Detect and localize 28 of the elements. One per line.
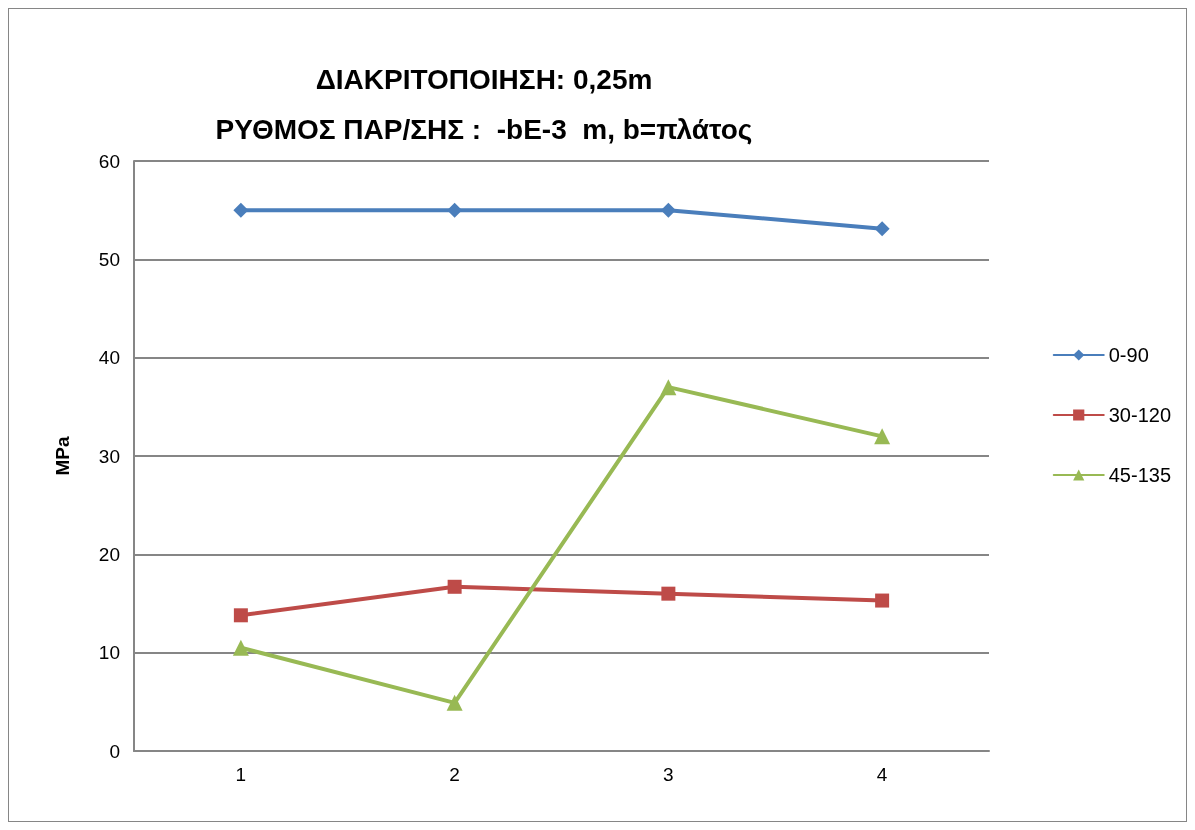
point (660, 379, 677, 396)
y-tick-label: 60 (98, 150, 120, 172)
x-tick-label: 4 (876, 764, 888, 785)
y-tick-label: 40 (98, 347, 120, 369)
legend-label: 0-90 (1108, 344, 1149, 366)
point (874, 221, 890, 237)
point (233, 608, 248, 623)
point (874, 428, 891, 445)
point (447, 202, 463, 218)
point (233, 202, 249, 218)
y-axis-title: MPa (52, 436, 73, 476)
y-tick-label: 30 (98, 445, 120, 467)
x-tick-label: 2 (449, 764, 460, 785)
point (446, 694, 463, 711)
point (875, 593, 890, 608)
chart-title: ΔΙΑΚΡΙΤΟΠΟΙΗΣΗ: 0,25m ΡΥΘΜΟΣ ΠΑΡ/ΣΗΣ : -bE-3 m, b=πλάτος (215, 63, 753, 145)
y-tick-label: 20 (98, 543, 120, 565)
y-tick-label: 0 (109, 740, 120, 762)
x-tick-label: 1 (235, 764, 247, 785)
y-tick-label: 10 (98, 642, 120, 664)
point (232, 639, 249, 656)
point (661, 586, 676, 601)
legend-label: 45-135 (1108, 464, 1172, 486)
legend-label: 30-120 (1108, 404, 1172, 426)
x-tick-label: 3 (663, 764, 674, 785)
point (660, 202, 676, 218)
y-tick-label: 50 (98, 248, 120, 270)
point (447, 579, 462, 594)
